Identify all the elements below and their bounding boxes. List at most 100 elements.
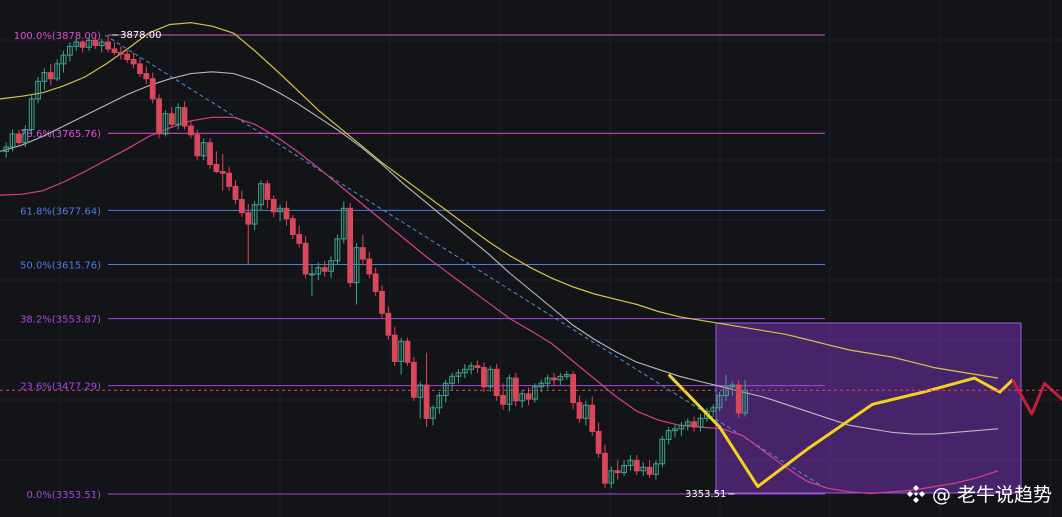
fib-label: 23.6%(3477.29) [20, 382, 101, 393]
watermark-text: @ 老牛说趋势 [931, 484, 1052, 506]
candle-body [430, 407, 436, 419]
candle-body [608, 470, 615, 484]
candle-body [487, 368, 494, 388]
candle-body [41, 72, 48, 82]
candle-body [92, 39, 99, 47]
candle-body [481, 367, 487, 388]
candle-body [519, 393, 526, 402]
fib-levels: 100.0%(3878.00) 78.6%(3765.76) 61.8%(3677.… [14, 31, 825, 501]
candle-body [512, 377, 519, 402]
candle-body [551, 377, 557, 381]
candle-body [213, 164, 220, 173]
candle-body [309, 273, 315, 276]
candle-body [86, 39, 92, 48]
candle-body [16, 133, 22, 144]
candle-body [659, 438, 666, 465]
candle-body [35, 80, 41, 100]
candle-body [398, 340, 405, 362]
candle-body [168, 113, 175, 125]
candle-body [105, 41, 111, 50]
candle-body [379, 290, 385, 314]
bollinger-upper-line [0, 22, 999, 379]
candle-body [385, 312, 392, 336]
candle-body [238, 199, 245, 214]
candle-body [270, 199, 277, 213]
candle-body [436, 395, 443, 409]
candle-body [289, 218, 296, 236]
candle-body [449, 375, 455, 384]
candle-body [264, 183, 271, 201]
candle-body [582, 404, 589, 419]
candle-body [602, 452, 608, 484]
candle-body [73, 41, 80, 47]
candle-body [684, 421, 691, 426]
candle-body [563, 374, 570, 377]
candle-body [258, 183, 264, 206]
candle-body [538, 382, 545, 388]
candle-body [627, 459, 634, 467]
candle-body [334, 238, 341, 262]
projection-path [667, 373, 1062, 489]
candle-body [455, 372, 462, 377]
candle-body [404, 340, 411, 363]
candle-body [353, 247, 360, 284]
candle-body [315, 267, 322, 275]
candle-body [570, 374, 576, 404]
candle-body [162, 113, 169, 135]
candle-body [442, 382, 449, 397]
candle-body [277, 207, 283, 213]
bollinger-bands [0, 22, 999, 495]
candle-body [423, 384, 430, 419]
candle-body [735, 384, 742, 414]
candle-body [360, 247, 366, 260]
candle-body [137, 63, 143, 75]
candle-body [493, 368, 500, 397]
price-annotations: 3878.00 3353.51 [112, 30, 735, 500]
candle-body [691, 421, 698, 428]
candle-body [9, 133, 16, 148]
watermark: @ 老牛说趋势 [906, 480, 1052, 507]
candles [3, 35, 748, 489]
candle-body [640, 466, 647, 472]
candle-body [328, 260, 334, 272]
candle-body [697, 417, 704, 428]
candle-body [461, 368, 468, 374]
candle-body [22, 129, 29, 144]
candle-body [175, 107, 182, 125]
candle-body [347, 207, 354, 284]
fib-label: 100.0%(3878.00) [14, 31, 101, 42]
candle-body [188, 125, 194, 136]
candle-body [557, 375, 564, 381]
candle-body [130, 59, 137, 65]
candle-body [506, 377, 513, 405]
candle-body [181, 107, 188, 127]
candle-body [474, 365, 481, 369]
fib-label: 0.0%(3353.51) [26, 490, 101, 501]
candle-body [117, 52, 124, 55]
candle-body [417, 384, 424, 398]
candle-body [589, 404, 596, 432]
candle-body [156, 98, 162, 135]
candle-body [200, 142, 207, 157]
candle-body [544, 377, 551, 384]
candle-body [340, 207, 347, 240]
low-annotation-label: 3353.51 [685, 489, 726, 500]
candle-body [232, 185, 239, 201]
candle-body [60, 54, 67, 65]
candle-body [723, 386, 729, 397]
candle-body [621, 465, 627, 474]
candle-body [296, 234, 303, 244]
projection-red-path [1011, 379, 1062, 416]
candle-body [710, 407, 717, 412]
high-annotation-label: 3878.00 [120, 30, 161, 41]
candle-body [283, 207, 290, 220]
candle-body [207, 142, 213, 166]
candle-body [646, 466, 653, 475]
candle-body [67, 45, 73, 56]
candle-body [3, 146, 10, 152]
candle-body [532, 386, 538, 400]
projection-yellow-path [667, 373, 1014, 489]
fib-label: 78.6%(3765.76) [20, 129, 101, 140]
